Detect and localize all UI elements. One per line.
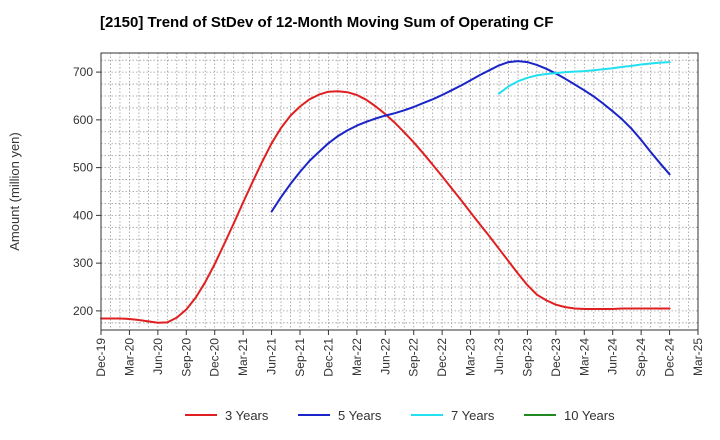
series-line-5-years [270, 60, 671, 213]
x-tick-label: Mar-24 [577, 338, 591, 376]
x-tick-label: Jun-24 [606, 338, 620, 375]
x-tick-label: Sep-21 [293, 338, 307, 377]
x-tick-label: Jun-20 [151, 338, 165, 375]
x-tick-label: Jun-23 [492, 338, 506, 375]
x-tick-label: Jun-22 [378, 338, 392, 375]
x-tick-label: Sep-23 [520, 338, 534, 377]
y-tick-label: 700 [73, 65, 93, 79]
legend-label-3-years: 3 Years [225, 408, 269, 423]
x-tick-label: Mar-25 [691, 338, 705, 376]
x-tick-label: Mar-20 [122, 338, 136, 376]
y-tick-label: 400 [73, 208, 93, 222]
legend-label-5-years: 5 Years [338, 408, 382, 423]
x-tick-label: Mar-21 [236, 338, 250, 376]
plot-frame [100, 52, 699, 331]
y-axis-title: Amount (million yen) [7, 132, 22, 251]
x-tick-label: Sep-24 [634, 338, 648, 377]
legend: 3 Years 5 Years 7 Years 10 Years [185, 408, 615, 423]
x-tick-label: Dec-24 [663, 338, 677, 377]
series-line-7-years [498, 61, 671, 95]
series-lines [100, 60, 671, 324]
grid [100, 53, 699, 330]
x-tick-label: Jun-21 [265, 338, 279, 375]
y-tick-label: 200 [73, 304, 93, 318]
y-axis-ticks: 200 300 400 500 600 700 [73, 65, 101, 318]
x-tick-label: Dec-23 [549, 338, 563, 377]
x-tick-label: Sep-22 [407, 338, 421, 377]
y-tick-label: 300 [73, 256, 93, 270]
x-tick-label: Dec-20 [208, 338, 222, 377]
y-tick-label: 600 [73, 113, 93, 127]
x-axis-ticks: Dec-19 Mar-20 Jun-20 Sep-20 Dec-20 Mar-21 Jun-… [94, 330, 705, 377]
x-tick-label: Dec-22 [435, 338, 449, 377]
legend-label-7-years: 7 Years [451, 408, 495, 423]
x-tick-label: Dec-19 [94, 338, 108, 377]
x-tick-label: Mar-23 [464, 338, 478, 376]
legend-label-10-years: 10 Years [564, 408, 615, 423]
series-line-3-years [100, 90, 671, 324]
x-tick-label: Mar-22 [350, 338, 364, 376]
chart-title: [2150] Trend of StDev of 12-Month Moving… [100, 14, 554, 31]
x-tick-label: Sep-20 [179, 338, 193, 377]
y-tick-label: 500 [73, 161, 93, 175]
x-tick-label: Dec-21 [321, 338, 335, 377]
